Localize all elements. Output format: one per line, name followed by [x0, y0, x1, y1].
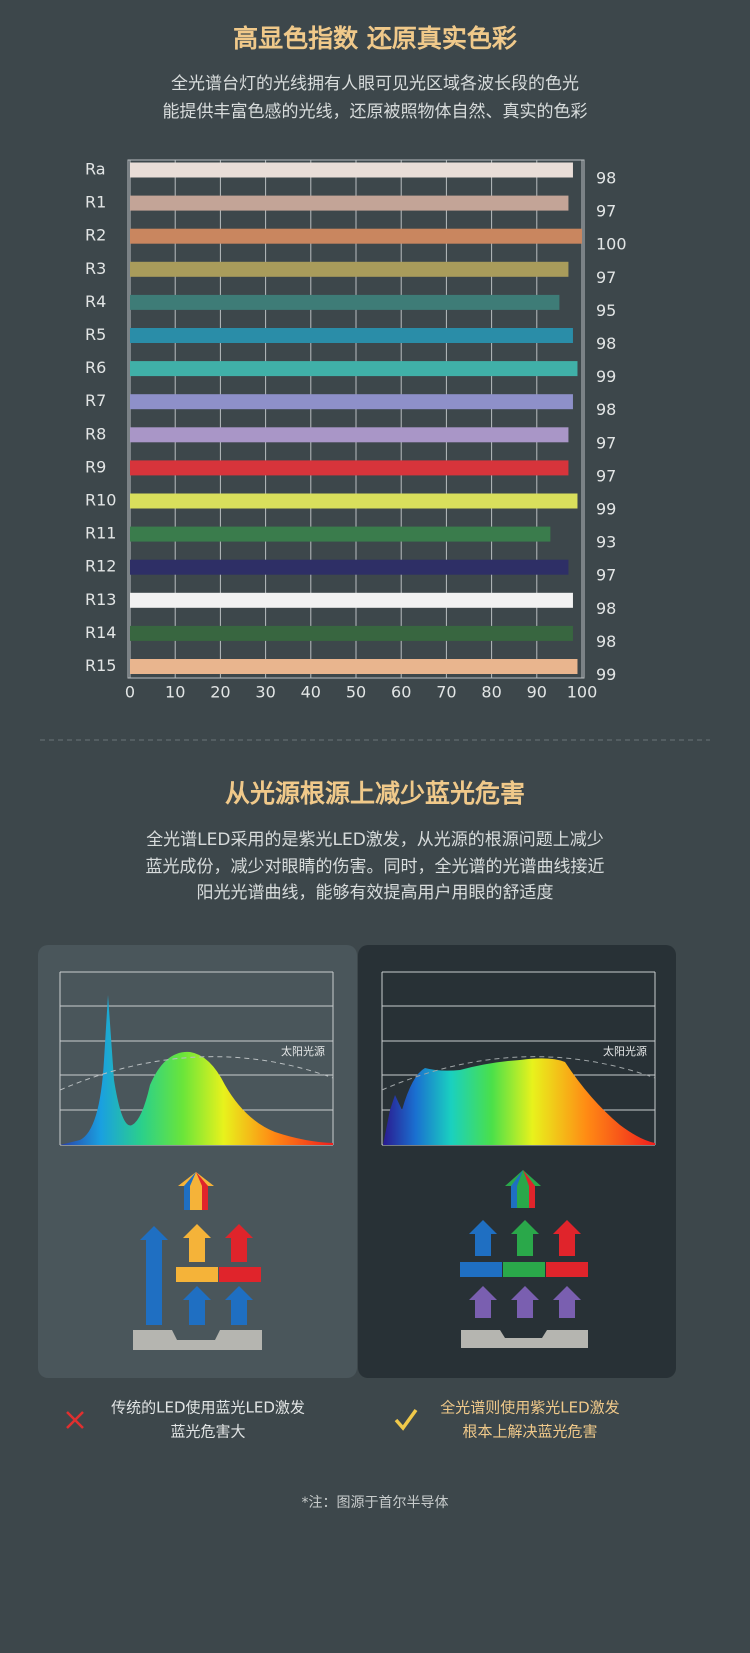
bar — [130, 261, 569, 277]
y-tick-label: R7 — [85, 391, 106, 410]
value-label: 97 — [596, 566, 616, 585]
value-label: 100 — [596, 235, 627, 254]
value-label: 98 — [596, 334, 616, 353]
x-tick-label: 100 — [567, 683, 598, 702]
bar — [130, 625, 573, 641]
led-icon — [133, 1172, 262, 1350]
x-tick-label: 70 — [436, 683, 456, 702]
value-label: 97 — [596, 202, 616, 221]
value-label: 99 — [596, 367, 616, 386]
cross-icon — [66, 1411, 84, 1429]
x-tick-label: 20 — [210, 683, 230, 702]
bar — [130, 328, 573, 343]
value-label: 97 — [596, 466, 616, 485]
spectrum — [383, 1058, 655, 1145]
bar — [130, 526, 551, 542]
x-tick-label: 40 — [301, 683, 321, 702]
value-label: 98 — [596, 599, 616, 618]
caption: 全光谱则使用紫光LED激发 — [440, 1399, 619, 1417]
y-tick-label: R3 — [85, 259, 106, 278]
y-tick-label: R12 — [85, 557, 116, 576]
panel — [358, 945, 676, 1378]
sun-label: 太阳光源 — [281, 1044, 325, 1058]
y-tick-label: Ra — [85, 160, 106, 179]
led-icon — [460, 1170, 588, 1348]
spectrum — [60, 995, 333, 1145]
check-icon — [394, 1408, 418, 1431]
bar-chart: 0 10 20 30 40 50 60 70 80 90 100 Ra 98 R1 97 R2 100 R3 97 R… — [85, 159, 627, 702]
caption: 传统的LED使用蓝光LED激发 — [111, 1399, 305, 1417]
y-tick-label: R1 — [85, 193, 106, 212]
sun-curve — [381, 1056, 656, 1091]
bar — [130, 361, 578, 377]
bar — [130, 228, 582, 244]
value-label: 99 — [596, 665, 616, 684]
bar — [130, 294, 560, 310]
y-tick-label: R4 — [85, 292, 106, 311]
x-tick-label: 90 — [527, 683, 547, 702]
y-tick-label: R6 — [85, 358, 106, 377]
y-tick-label: R5 — [85, 325, 106, 344]
note: *注：图源于首尔半导体 — [302, 1495, 449, 1511]
y-tick-label: R11 — [85, 524, 116, 543]
value-label: 98 — [596, 400, 616, 419]
value-label: 95 — [596, 301, 616, 320]
bar — [130, 493, 578, 509]
x-tick-label: 50 — [346, 683, 366, 702]
paragraph: 阳光光谱曲线，能够有效提高用户用眼的舒适度 — [197, 883, 554, 903]
value-label: 98 — [596, 632, 616, 651]
bar — [130, 659, 578, 674]
y-tick-label: R14 — [85, 623, 116, 642]
bar — [130, 394, 573, 410]
subtitle: 全光谱台灯的光线拥有人眼可见光区域各波长段的色光 — [171, 74, 579, 94]
caption: 蓝光危害大 — [170, 1423, 245, 1441]
value-label: 99 — [596, 500, 616, 519]
value-label: 97 — [596, 268, 616, 287]
y-tick-label: R8 — [85, 424, 106, 443]
x-tick-label: 80 — [481, 683, 501, 702]
bar — [130, 559, 569, 575]
title: 高显色指数 还原真实色彩 — [233, 24, 517, 53]
bar — [130, 460, 569, 476]
sun-label: 太阳光源 — [603, 1044, 647, 1058]
paragraph: 全光谱LED采用的是紫光LED激发，从光源的根源问题上减少 — [146, 830, 604, 850]
x-tick-label: 0 — [125, 683, 135, 702]
subtitle: 能提供丰富色感的光线，还原被照物体自然、真实的色彩 — [163, 102, 588, 122]
value-label: 97 — [596, 433, 616, 452]
paragraph: 蓝光成份，减少对眼睛的伤害。同时，全光谱的光谱曲线接近 — [146, 857, 605, 877]
value-label: 98 — [596, 169, 616, 188]
bar — [130, 592, 573, 608]
value-label: 93 — [596, 533, 616, 552]
x-tick-label: 10 — [165, 683, 185, 702]
y-tick-label: R13 — [85, 590, 116, 609]
bar — [130, 427, 569, 443]
x-tick-label: 60 — [391, 683, 411, 702]
bar — [130, 162, 573, 178]
y-tick-label: R2 — [85, 226, 106, 245]
x-tick-label: 30 — [255, 683, 275, 702]
section-title: 从光源根源上减少蓝光危害 — [225, 779, 525, 808]
bar — [130, 195, 569, 211]
y-tick-label: R10 — [85, 491, 116, 510]
y-tick-label: R9 — [85, 457, 106, 476]
sun-curve — [59, 1056, 334, 1091]
panel — [38, 945, 357, 1378]
y-tick-label: R15 — [85, 656, 116, 675]
caption: 根本上解决蓝光危害 — [462, 1423, 597, 1441]
